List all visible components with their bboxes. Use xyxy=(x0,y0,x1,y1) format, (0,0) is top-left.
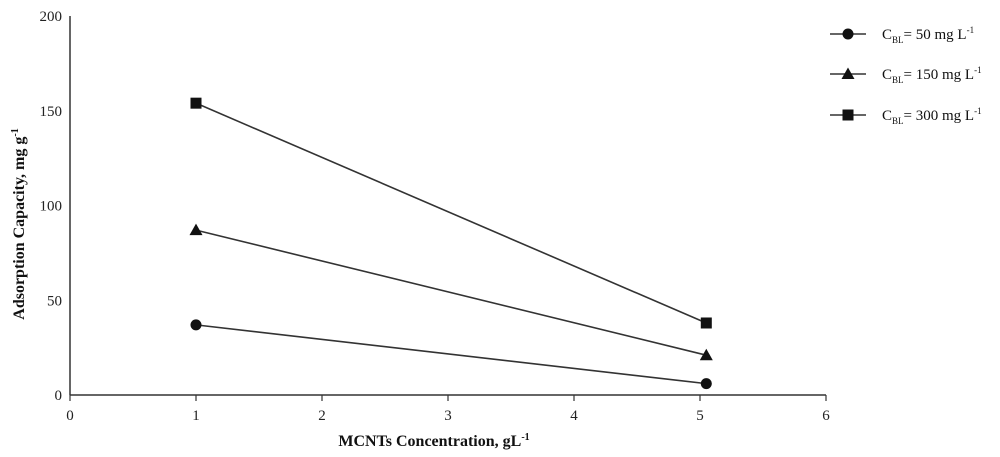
series-line xyxy=(195,229,707,356)
data-point-triangle xyxy=(699,348,713,361)
legend-label: CBL= 300 mg L-1 xyxy=(882,106,982,126)
legend: CBL= 50 mg L-1 CBL= 150 mg L-1 CBL= 300 mg… xyxy=(830,25,982,126)
x-tick-label: 4 xyxy=(570,408,578,424)
x-tick-label: 2 xyxy=(318,408,326,424)
y-tick-label: 200 xyxy=(40,9,63,25)
y-tick-label: 50 xyxy=(47,293,62,309)
legend-marker-circle xyxy=(842,28,854,40)
series-circle xyxy=(190,319,712,390)
x-tick-label: 5 xyxy=(696,408,704,424)
series-square xyxy=(190,97,712,329)
data-point-triangle xyxy=(189,223,203,236)
data-point-circle xyxy=(700,378,712,390)
y-axis-title: Adsorption Capacity, mg g-1 xyxy=(10,128,28,319)
axes xyxy=(69,16,827,401)
x-axis-title: MCNTs Concentration, gL-1 xyxy=(338,432,529,450)
series-triangle xyxy=(189,223,713,361)
legend-marker-triangle xyxy=(841,67,855,79)
series-line xyxy=(195,102,707,324)
data-point-square xyxy=(700,317,712,329)
tick-labels: 0 1 2 3 4 5 6 0 50 100 150 200 xyxy=(40,9,831,424)
legend-label: CBL= 150 mg L-1 xyxy=(882,65,982,85)
x-tick-label: 6 xyxy=(822,408,830,424)
legend-marker-square xyxy=(842,109,854,121)
data-point-circle xyxy=(190,319,202,331)
y-tick-label: 0 xyxy=(55,388,63,404)
series-group xyxy=(189,97,713,390)
legend-entry-triangle: CBL= 150 mg L-1 xyxy=(830,65,982,85)
legend-label: CBL= 50 mg L-1 xyxy=(882,25,974,45)
x-tick-label: 1 xyxy=(192,408,200,424)
y-tick-label: 100 xyxy=(40,199,63,215)
y-tick-label: 150 xyxy=(40,104,63,120)
series-line xyxy=(195,324,707,385)
legend-entry-square: CBL= 300 mg L-1 xyxy=(830,106,982,126)
data-point-square xyxy=(190,97,202,109)
legend-entry-circle: CBL= 50 mg L-1 xyxy=(830,25,974,45)
x-tick-label: 0 xyxy=(66,408,74,424)
x-tick-label: 3 xyxy=(444,408,452,424)
